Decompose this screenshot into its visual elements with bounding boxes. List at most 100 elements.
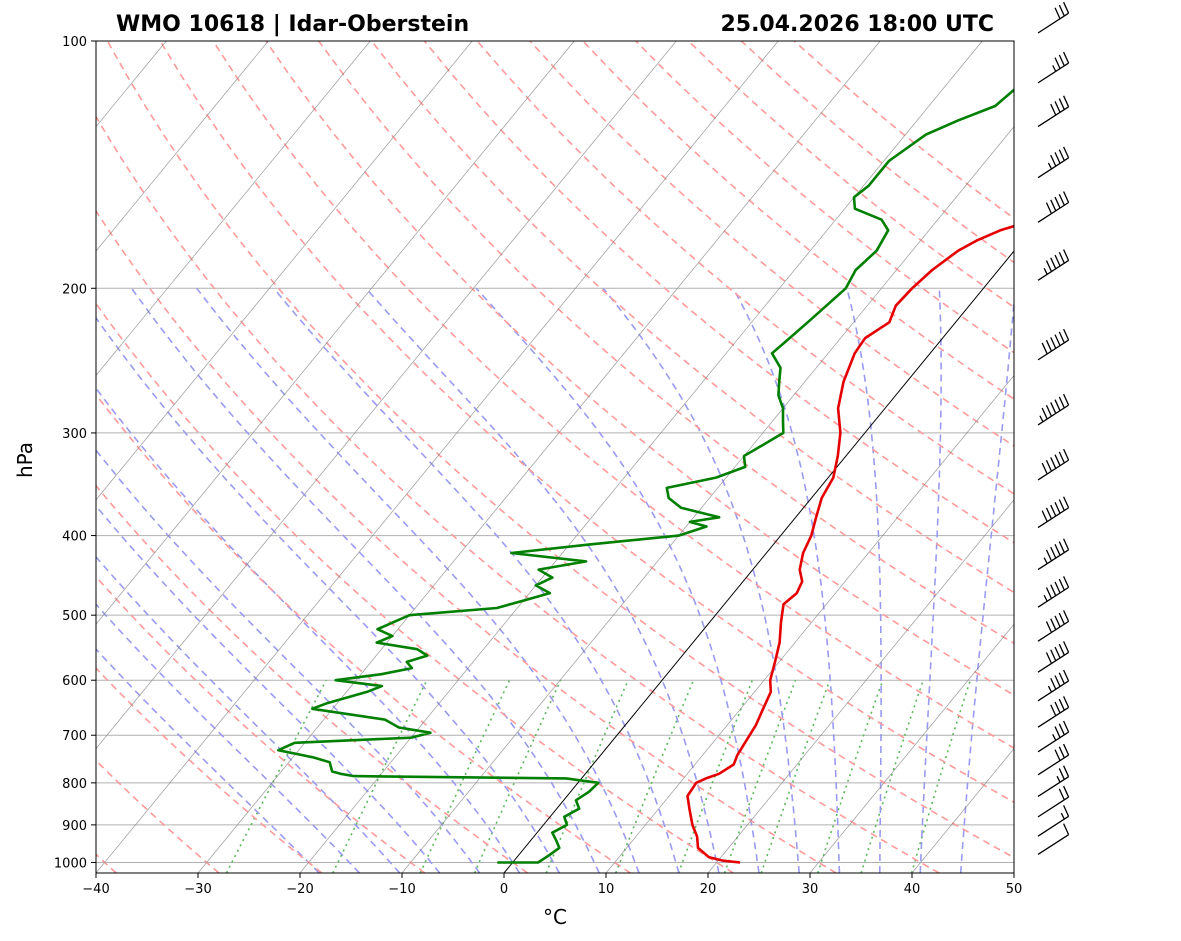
x-tick-label: −10 (388, 882, 415, 897)
barb-flag (1041, 462, 1048, 475)
mixing-ratio-line (723, 679, 797, 873)
barb-flag (1050, 154, 1057, 167)
barb-flag (1054, 701, 1061, 714)
barb-flag (1063, 146, 1070, 159)
barb-flag (1058, 788, 1065, 801)
moist-adiabat (196, 287, 640, 873)
dry-adiabat (96, 575, 426, 873)
wind-barb (1037, 496, 1070, 529)
barb-staff (1037, 106, 1069, 128)
isotherm-line (96, 41, 575, 625)
dry-adiabat (423, 41, 1014, 544)
barb-flag (1063, 805, 1070, 817)
dry-adiabat (0, 41, 13, 873)
moist-adiabat (96, 603, 361, 873)
moist-adiabat (130, 287, 600, 873)
barb-flag (1058, 499, 1065, 511)
barb-flag (1050, 337, 1057, 349)
barb-staff (1037, 157, 1069, 179)
zero-isotherm (503, 250, 1014, 873)
barb-flag (1063, 696, 1070, 708)
barb-staff (1037, 796, 1069, 818)
moist-adiabat (846, 288, 882, 873)
moist-adiabat (96, 386, 521, 873)
barb-flag (1063, 720, 1070, 733)
isotherm-line (96, 41, 779, 873)
wind-barb (1037, 95, 1070, 128)
y-tick-label: 300 (62, 427, 87, 442)
barb-flag (1050, 678, 1057, 690)
dry-adiabat (635, 41, 1014, 354)
barb-flag (1058, 612, 1065, 625)
barb-half-flag (1060, 812, 1065, 820)
wind-barb (1037, 641, 1070, 673)
moist-adiabat (365, 287, 720, 873)
barb-flag (1058, 541, 1065, 553)
barb-flag (1058, 451, 1065, 464)
dry-adiabat (529, 41, 1014, 447)
wind-barb (1037, 393, 1070, 426)
barb-flag (1063, 496, 1070, 509)
barb-flag (1063, 785, 1070, 798)
barb-flag (1050, 618, 1057, 630)
barb-flag (1041, 342, 1048, 355)
mixing-ratio-line (910, 679, 972, 873)
wind-barb (1037, 823, 1070, 856)
barb-flag (1058, 578, 1065, 591)
barb-staff (1037, 731, 1069, 753)
barb-flag (1050, 504, 1057, 517)
moist-adiabat (96, 555, 401, 873)
wind-barb (1037, 765, 1070, 798)
barb-flag (1054, 7, 1061, 20)
dry-adiabat (740, 41, 1014, 264)
sounding-series (277, 88, 1014, 864)
wind-barbs (1037, 1, 1070, 856)
barb-flag (1054, 254, 1061, 267)
dry-adiabat (96, 667, 323, 873)
y-tick-label: 700 (62, 729, 87, 744)
barb-half-flag (1052, 65, 1057, 72)
moist-adiabat (732, 287, 841, 873)
barb-flag (1063, 249, 1070, 261)
barb-flag (1050, 546, 1057, 559)
barb-flag (1054, 502, 1061, 514)
moist-adiabat (96, 449, 481, 873)
barb-flag (1054, 334, 1061, 346)
y-tick-label: 100 (62, 35, 87, 50)
barb-staff (1037, 586, 1069, 608)
barb-flag (1054, 544, 1061, 556)
y-tick-label: 600 (62, 674, 87, 689)
moist-adiabat (959, 292, 1014, 873)
barb-flag (1063, 95, 1070, 108)
isotherm-line (1116, 41, 1181, 873)
barb-flag (1045, 652, 1053, 664)
barb-staff (1037, 62, 1069, 84)
y-tick-label: 400 (62, 530, 87, 545)
barb-flag (1041, 510, 1048, 522)
barb-flag (1063, 1, 1070, 14)
wind-barb (1037, 448, 1070, 481)
barb-staff (1037, 259, 1069, 281)
barb-half-flag (1043, 594, 1048, 602)
barb-flag (1045, 507, 1053, 520)
y-tick-label: 1000 (54, 856, 87, 871)
barb-flag (1045, 260, 1053, 272)
barb-flag (1063, 448, 1070, 461)
mixing-ratio-line (760, 679, 831, 873)
barb-flag (1058, 672, 1065, 685)
dry-adiabats (0, 41, 1014, 873)
wind-barb (1037, 576, 1070, 608)
x-tick-label: 30 (802, 882, 819, 897)
wind-barb (1037, 146, 1070, 179)
wind-barb (1037, 669, 1070, 702)
barb-flag (1063, 641, 1070, 653)
barb-flag (1054, 749, 1061, 761)
dry-adiabat (96, 302, 734, 873)
chart-title-left: WMO 10618 | Idar-Oberstein (116, 12, 469, 37)
barb-flag (1063, 576, 1070, 588)
dry-adiabat (582, 41, 1014, 400)
y-tick-label: 800 (62, 777, 87, 792)
barb-flag (1054, 646, 1061, 659)
barb-flag (1063, 328, 1070, 341)
barb-flag (1045, 459, 1053, 472)
